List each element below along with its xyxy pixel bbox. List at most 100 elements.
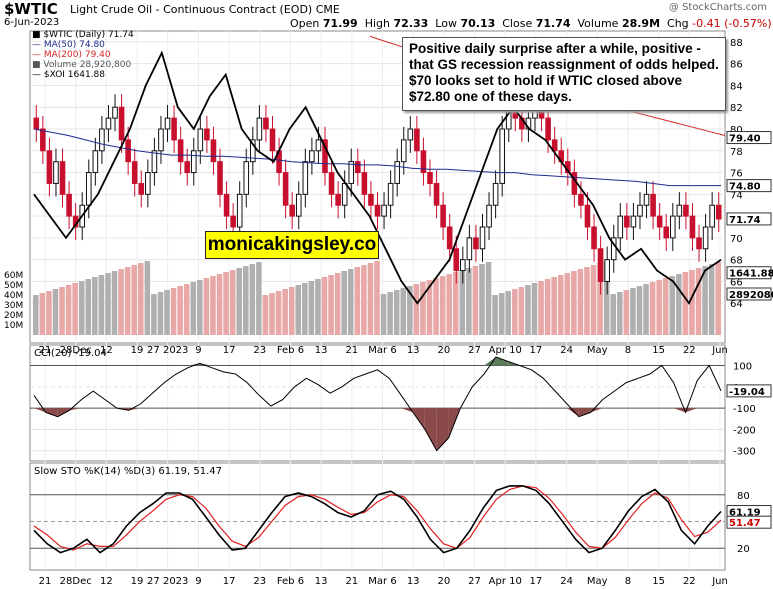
brand-label: monicakingsley.co — [205, 231, 379, 259]
volume-bar — [603, 261, 610, 335]
candle-body — [197, 128, 204, 152]
legend-price: ■ $WTIC (Daily) 71.74 — [32, 30, 134, 40]
volume-tick-label: 50M — [4, 281, 23, 291]
x-tick-label: 20 — [437, 345, 450, 356]
volume-bar — [374, 261, 380, 335]
volume-bar — [551, 277, 557, 335]
candle-body — [683, 204, 689, 217]
cci-overbought-fill — [495, 357, 508, 366]
volume-bar — [321, 277, 328, 335]
volume-bar — [137, 263, 144, 335]
x-tick-label-bottom: 27 — [468, 576, 481, 587]
volume-bar — [164, 290, 170, 335]
candle-body — [348, 161, 355, 184]
candle-body — [702, 226, 709, 250]
volume-bar — [544, 279, 551, 335]
quote-line: Open 71.99 High 72.33 Low 70.13 Close 71… — [290, 17, 772, 30]
volume-bar — [269, 293, 275, 335]
candle-body — [604, 259, 610, 282]
x-tick-label-bottom: 8 — [625, 576, 631, 587]
candle-body — [433, 182, 440, 206]
candle-body — [190, 150, 197, 174]
volume-bar — [695, 268, 702, 335]
cci-tick-label: 100 — [733, 362, 752, 373]
volume-bar — [492, 295, 498, 335]
candle-body — [368, 193, 374, 206]
volume-bar — [236, 268, 242, 335]
candle-body — [33, 117, 40, 130]
x-tick-label: 28Dec — [60, 345, 92, 356]
annotation-box: Positive daily surprise after a while, p… — [402, 37, 726, 111]
volume-bar — [223, 272, 229, 335]
volume-bar — [459, 270, 466, 335]
volume-bar — [341, 271, 347, 335]
volume-bar — [512, 289, 518, 335]
volume-bar — [157, 292, 164, 335]
cci-oversold-fill — [578, 408, 591, 417]
volume-bar — [636, 286, 643, 335]
volume-bar — [118, 269, 124, 335]
candle-body — [492, 182, 499, 206]
chart-header: $WTIC Light Crude Oil - Continuous Contr… — [0, 0, 773, 30]
volume-bar — [584, 267, 590, 335]
x-tick-label-bottom: Feb 6 — [277, 576, 304, 587]
legend: ■ $WTIC (Daily) 71.74 — MA(50) 74.80 — M… — [32, 30, 134, 80]
candle-body — [374, 204, 381, 217]
candle-body — [335, 193, 341, 206]
ma50-line — [33, 128, 721, 187]
volume-bar — [439, 276, 446, 335]
candle-body — [696, 237, 702, 250]
candle-body — [256, 117, 263, 141]
volume-bar — [275, 291, 282, 335]
volume-bar — [334, 273, 341, 335]
volume-tick-label: 40M — [4, 291, 23, 301]
stoch-k-line — [33, 485, 722, 554]
x-tick-label-bottom: 20 — [437, 576, 450, 587]
legend-volume: ■ Volume 28,920,800 — [32, 60, 132, 70]
volume-bar — [610, 294, 617, 335]
ma50-last-label-box — [726, 179, 772, 193]
volume-bar — [39, 293, 46, 335]
candle-body — [184, 161, 191, 174]
x-tick-label-bottom: 9 — [195, 576, 201, 587]
description: Light Crude Oil - Continuous Contract (E… — [70, 3, 313, 16]
volume-bar — [702, 266, 708, 335]
stoch-tick-label: 20 — [737, 544, 750, 555]
x-tick-label: 9 — [195, 345, 201, 356]
volume-bar — [361, 265, 367, 335]
volume-bar — [354, 267, 361, 335]
volume-bar — [669, 276, 676, 335]
candle-body — [230, 215, 236, 228]
candle-body — [269, 128, 276, 152]
volume-bar — [590, 265, 597, 335]
volume-bar — [124, 267, 131, 335]
candle-body — [656, 215, 663, 228]
candle-body — [460, 259, 466, 272]
volume-bar — [315, 279, 321, 335]
volume-bar — [282, 289, 288, 335]
candle-body — [295, 193, 302, 217]
candle-body — [499, 128, 505, 184]
panel-frame-0 — [29, 30, 726, 344]
volume-bar — [689, 270, 695, 335]
cci-title: CCI(20) -19.04 — [34, 348, 107, 359]
volume-bar — [393, 290, 400, 335]
candle-body — [420, 150, 427, 174]
volume-bar — [177, 286, 183, 335]
x-tick-label: 22 — [683, 345, 696, 356]
x-tick-label-bottom: 22 — [683, 576, 696, 587]
candle-body — [414, 128, 420, 152]
volume-bar — [662, 278, 669, 335]
candle-body — [171, 117, 177, 141]
volume-bar — [380, 294, 387, 335]
volume-bar — [302, 283, 308, 335]
volume-bar — [33, 295, 39, 335]
candle-body — [571, 172, 578, 195]
volume-bar — [623, 290, 630, 335]
candle-body — [302, 161, 309, 195]
candle-body — [118, 106, 125, 141]
volume-bar — [249, 264, 256, 335]
volume-bar — [105, 273, 111, 335]
legend-ma200: — MA(200) 79.40 — [32, 50, 111, 60]
x-tick-label: 13 — [407, 345, 420, 356]
